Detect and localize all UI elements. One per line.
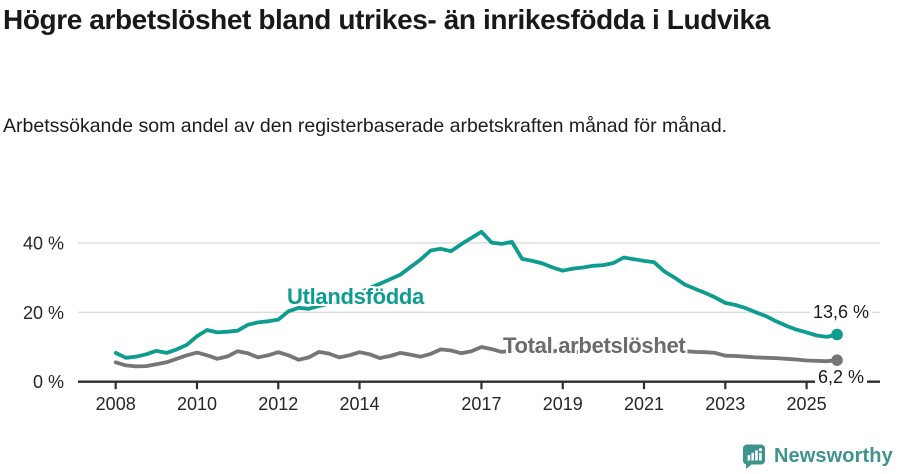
y-tick-label: 0 % bbox=[33, 372, 64, 392]
x-tick-label: 2014 bbox=[340, 394, 380, 414]
x-tick-label: 2008 bbox=[96, 394, 136, 414]
y-tick-label: 20 % bbox=[23, 303, 64, 323]
x-tick-label: 2010 bbox=[177, 394, 217, 414]
series-label-utlandsfodda: Utlandsfödda bbox=[287, 284, 424, 309]
newsworthy-icon bbox=[742, 444, 765, 469]
x-tick-label: 2023 bbox=[705, 394, 745, 414]
chart-title: Högre arbetslöshet bland utrikes- än inr… bbox=[3, 4, 770, 35]
series-label-total-arbetsloshet: Total arbetslöshet bbox=[503, 333, 686, 358]
x-tick-label: 2012 bbox=[258, 394, 298, 414]
x-tick-label: 2017 bbox=[461, 394, 501, 414]
series-end-dot bbox=[831, 354, 843, 366]
series-line-utlandsfodda bbox=[113, 229, 839, 360]
series-end-dot bbox=[831, 328, 843, 341]
x-tick-label: 2025 bbox=[787, 394, 827, 414]
x-tick-label: 2019 bbox=[543, 394, 583, 414]
x-tick-label: 2021 bbox=[624, 394, 664, 414]
end-value-label-utlandsfodda: 13,6 % bbox=[810, 302, 873, 323]
end-value-label-total: 6,2 % bbox=[815, 367, 868, 388]
y-tick-label: 40 % bbox=[23, 233, 64, 253]
newsworthy-wordmark: Newsworthy bbox=[774, 445, 893, 467]
newsworthy-logo[interactable]: Newsworthy bbox=[742, 444, 893, 469]
chart-subtitle: Arbetssökande som andel av den registerb… bbox=[3, 115, 728, 137]
series-line-total bbox=[113, 345, 839, 369]
